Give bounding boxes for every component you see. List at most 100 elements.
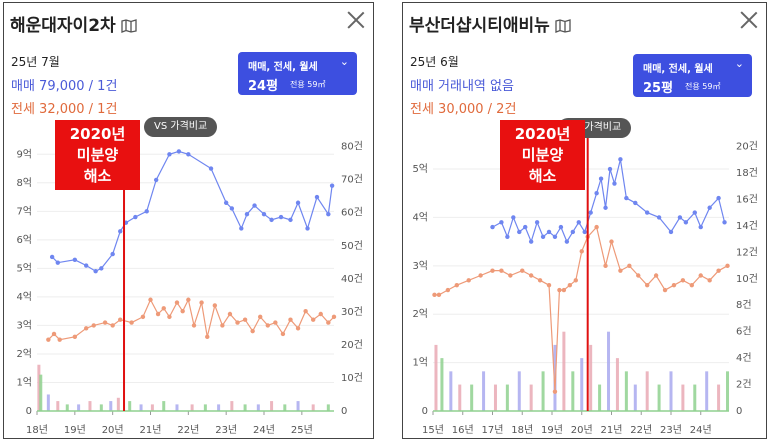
data-point <box>716 195 721 201</box>
volume-bar <box>270 401 274 411</box>
volume-bar <box>162 401 166 411</box>
x-tick-label: 21년 <box>601 424 623 436</box>
volume-bar <box>230 401 234 411</box>
y-right-tick-label: 0 <box>341 406 347 417</box>
data-point <box>295 200 301 205</box>
area-type-selector[interactable]: 매매, 전세, 월세 ⌄ 25평 전용 59㎡ <box>633 54 752 97</box>
area-type-selector[interactable]: 매매, 전세, 월세 ⌄ 24평 전용 59㎡ <box>238 52 357 95</box>
y-right-tick-label: 16건 <box>736 193 758 205</box>
volume-bar <box>56 401 60 411</box>
volume-bar <box>88 401 92 411</box>
data-point <box>326 211 331 217</box>
data-point <box>517 229 522 235</box>
y-left-tick-label: 3억 <box>412 260 428 272</box>
volume-bar <box>128 401 132 411</box>
volume-bar <box>482 371 486 411</box>
x-tick-label: 21년 <box>140 424 162 436</box>
data-point <box>598 176 604 181</box>
data-point <box>594 224 599 230</box>
latest-month: 25년 6월 <box>410 55 459 69</box>
data-point <box>278 214 284 220</box>
data-point <box>212 303 218 308</box>
volume-bar <box>517 371 521 411</box>
data-point <box>707 278 712 283</box>
data-point <box>46 337 51 342</box>
volume-bar <box>311 404 315 411</box>
data-point <box>242 317 248 322</box>
deal-type-label: 매매, 전세, 월세 <box>248 62 318 73</box>
y-right-tick-label: 40건 <box>341 273 363 285</box>
data-point <box>93 269 98 274</box>
y-left-tick-label: 6억 <box>16 234 32 246</box>
volume-bar <box>37 364 41 411</box>
y-left-tick-label: 5억 <box>16 262 32 274</box>
volume-bar <box>296 401 300 411</box>
data-point <box>636 273 641 278</box>
y-left-tick-label: 1억 <box>412 357 428 369</box>
volume-bar <box>571 371 575 411</box>
data-point <box>83 326 89 331</box>
complex-panel-haeundae: 해운대자이2차 25년 7월 매매 79,000 / 1건 전세 32,000 … <box>3 2 374 439</box>
data-point <box>698 224 703 230</box>
x-tick-label: 22년 <box>177 424 199 436</box>
data-point <box>546 282 552 288</box>
data-point <box>72 257 78 263</box>
y-left-tick-label: 4억 <box>16 291 32 303</box>
data-point <box>570 229 576 235</box>
price-chart: 0 1억 2억 3억 4억 5억 0 2건 4건 6건 8건 10건 12건 14건 16건 18건 20건 15… <box>412 121 758 436</box>
volume-bar <box>65 404 69 411</box>
map-icon[interactable] <box>555 19 571 33</box>
volume-bar <box>645 371 649 411</box>
volume-bar <box>150 404 154 411</box>
volume-bar <box>109 401 113 411</box>
volume-bar <box>458 384 462 411</box>
y-right-tick-label: 10건 <box>736 273 758 285</box>
data-point <box>288 217 293 223</box>
volume-bar <box>541 371 545 411</box>
data-point <box>564 239 570 244</box>
y-right-tick-label: 8건 <box>736 299 752 311</box>
data-point <box>561 287 567 293</box>
data-point <box>91 323 96 328</box>
data-point <box>520 268 525 273</box>
volume-bar <box>562 331 566 411</box>
map-icon[interactable] <box>121 19 137 33</box>
data-point <box>528 239 534 244</box>
volume-bar <box>589 344 593 411</box>
x-tick-label: 22년 <box>630 424 652 436</box>
data-point <box>153 177 159 183</box>
data-point <box>511 215 516 220</box>
data-point <box>118 229 123 234</box>
data-point <box>508 273 513 278</box>
volume-bar <box>440 358 444 411</box>
data-point <box>490 224 495 230</box>
x-tick-label: 18년 <box>26 424 48 436</box>
volume-bar <box>46 394 50 411</box>
data-point <box>644 210 650 215</box>
data-point <box>490 268 495 273</box>
data-point <box>546 229 552 235</box>
y-right-tick-label: 12건 <box>736 246 758 258</box>
complex-title: 부산더샵시티애비뉴 <box>409 11 571 36</box>
data-point <box>148 297 153 302</box>
jeonse-price-text: 전세 32,000 / 1건 <box>11 102 118 117</box>
data-point <box>523 224 528 230</box>
y-right-tick-label: 0 <box>736 406 742 417</box>
data-point <box>167 314 172 320</box>
data-point <box>57 337 62 342</box>
complex-panel-busan: 부산더샵시티애비뉴 25년 6월 매매 거래내역 없음 전세 30,000 / … <box>402 2 767 439</box>
latest-month: 25년 7월 <box>11 55 60 69</box>
x-tick-label: 20년 <box>102 424 124 436</box>
volume-bar <box>598 384 602 411</box>
y-right-tick-label: 50건 <box>341 240 363 252</box>
data-point <box>454 282 459 288</box>
chevron-down-icon: ⌄ <box>339 55 349 68</box>
data-point <box>609 239 614 244</box>
y-left-tick-label: 3억 <box>16 319 32 331</box>
data-point <box>656 215 662 220</box>
vs-compare-button[interactable]: VS 가격비교 <box>144 117 218 137</box>
volume-bar <box>553 344 557 411</box>
data-point <box>725 263 730 269</box>
data-point <box>220 323 225 328</box>
annotation-line: 2020년 <box>514 125 571 143</box>
